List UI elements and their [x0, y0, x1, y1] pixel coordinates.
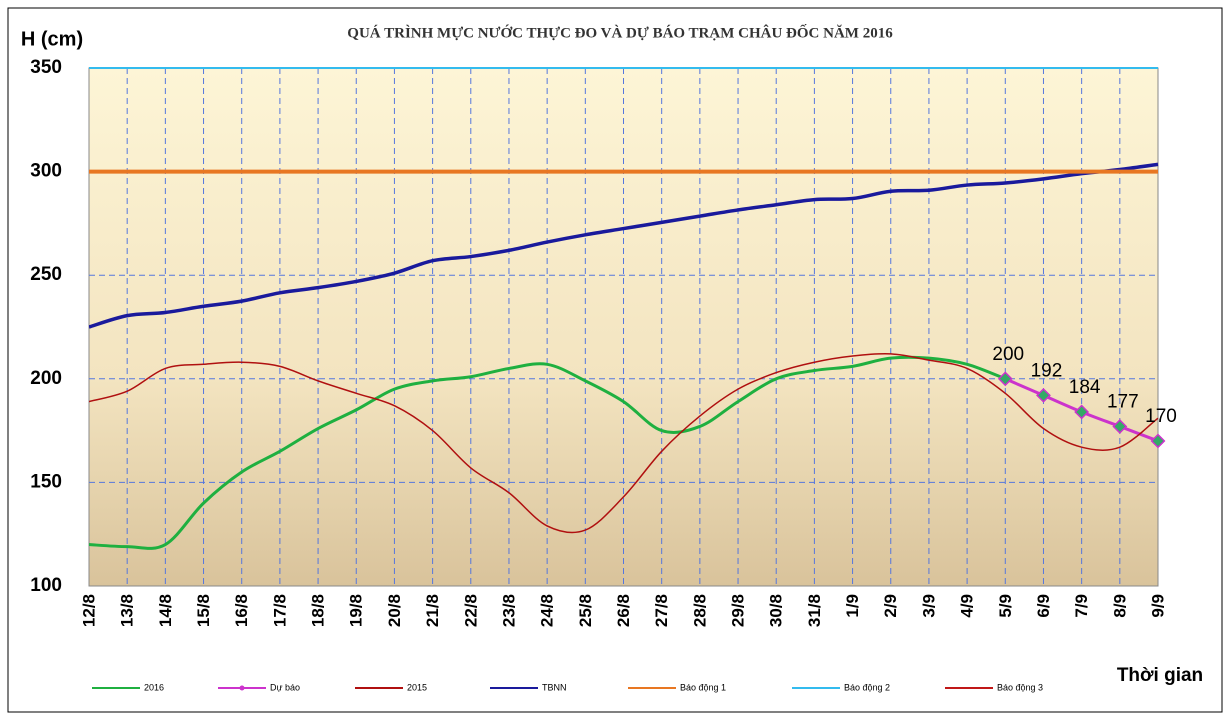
x-tick-label: 8/9 — [1110, 594, 1129, 618]
legend-label: Báo động 3 — [997, 682, 1043, 692]
data-label: 192 — [1031, 360, 1063, 381]
x-axis-label: Thời gian — [1117, 665, 1203, 686]
legend-label: Báo động 2 — [844, 682, 890, 692]
x-tick-label: 22/8 — [461, 594, 480, 627]
x-tick-label: 19/8 — [347, 594, 366, 627]
y-tick-label: 200 — [30, 368, 62, 389]
series-line — [89, 353, 1159, 534]
x-tick-label: 24/8 — [538, 594, 557, 627]
x-tick-label: 7/9 — [1072, 594, 1091, 618]
x-tick-label: 25/8 — [576, 594, 595, 627]
y-tick-label: 300 — [30, 161, 62, 182]
legend-marker — [239, 685, 245, 691]
x-tick-label: 27/8 — [652, 594, 671, 627]
y-tick-label: 150 — [30, 471, 62, 492]
marker — [1112, 419, 1128, 434]
chart-title: QUÁ TRÌNH MỰC NƯỚC THỰC ĐO VÀ DỰ BÁO TRẠ… — [347, 23, 893, 41]
y-tick-label: 100 — [30, 575, 62, 596]
x-tick-label: 23/8 — [499, 594, 518, 627]
x-tick-label: 17/8 — [270, 594, 289, 627]
legend-label: TBNN — [542, 682, 567, 692]
legend-label: Báo động 1 — [680, 682, 726, 692]
legend-label: 2015 — [407, 682, 427, 692]
x-tick-label: 2/9 — [881, 594, 900, 618]
x-tick-label: 12/8 — [79, 594, 98, 627]
x-tick-label: 31/8 — [805, 594, 824, 627]
x-tick-label: 6/9 — [1034, 594, 1053, 618]
legend-label: Dự báo — [270, 682, 300, 692]
series-line — [89, 355, 1006, 550]
data-label: 177 — [1107, 391, 1139, 412]
x-tick-label: 16/8 — [232, 594, 251, 627]
data-label: 200 — [992, 344, 1024, 365]
x-tick-label: 29/8 — [729, 594, 748, 627]
x-tick-label: 30/8 — [767, 594, 786, 627]
x-tick-label: 21/8 — [423, 594, 442, 627]
data-label: 184 — [1069, 377, 1101, 398]
x-tick-label: 28/8 — [690, 594, 709, 627]
x-tick-label: 14/8 — [156, 594, 175, 627]
marker — [1074, 404, 1090, 420]
x-tick-label: 3/9 — [919, 594, 938, 618]
x-tick-label: 15/8 — [194, 594, 213, 627]
x-tick-label: 26/8 — [614, 594, 633, 627]
x-tick-label: 9/9 — [1148, 594, 1167, 618]
legend-label: 2016 — [144, 682, 164, 692]
x-tick-label: 18/8 — [309, 594, 328, 627]
x-tick-label: 20/8 — [385, 594, 404, 627]
marker — [997, 371, 1013, 387]
marker — [1036, 387, 1051, 403]
x-tick-label: 1/9 — [843, 594, 862, 618]
x-tick-label: 13/8 — [118, 594, 137, 627]
series-line — [89, 162, 1159, 329]
x-tick-label: 4/9 — [958, 594, 977, 618]
marker — [1150, 433, 1166, 449]
x-tick-label: 5/9 — [996, 594, 1015, 618]
data-label: 170 — [1145, 406, 1177, 427]
y-tick-label: 350 — [30, 57, 62, 78]
y-tick-label: 250 — [30, 264, 62, 285]
y-axis-label: H (cm) — [21, 28, 83, 50]
